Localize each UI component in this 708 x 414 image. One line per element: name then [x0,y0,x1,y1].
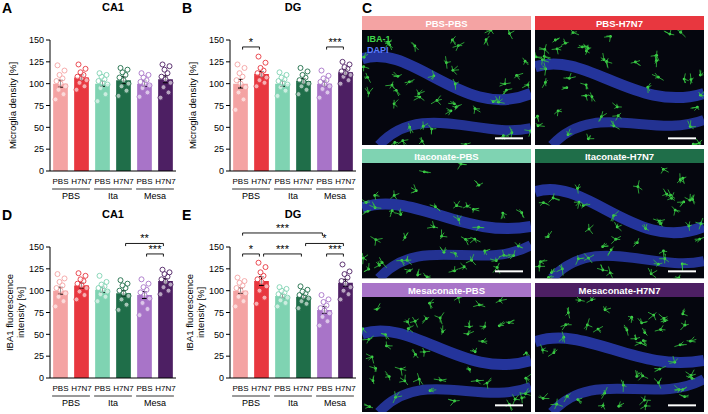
svg-text:PBS: PBS [242,191,260,201]
html-text:CA1: CA1 [102,208,124,220]
svg-text:PBS: PBS [232,177,248,186]
svg-text:H7N7: H7N7 [293,384,314,393]
svg-text:Mesaconate-H7N7: Mesaconate-H7N7 [579,284,661,295]
svg-text:50: 50 [34,123,44,133]
svg-text:75: 75 [214,308,224,318]
svg-text:H7N7: H7N7 [71,177,92,186]
svg-text:0: 0 [39,373,44,383]
svg-text:Ita: Ita [108,398,118,408]
svg-text:25: 25 [214,351,224,361]
svg-text:H7N7: H7N7 [155,177,176,186]
svg-text:DAPI: DAPI [367,45,389,55]
svg-text:H7N7: H7N7 [71,384,92,393]
svg-text:PBS: PBS [94,384,110,393]
svg-text:125: 125 [29,57,44,67]
svg-text:125: 125 [209,57,224,67]
svg-text:Mesa: Mesa [324,191,346,201]
svg-text:50: 50 [214,330,224,340]
svg-text:25: 25 [34,144,44,154]
svg-text:50: 50 [34,330,44,340]
html-text:DG: DG [284,208,302,220]
svg-text:H7N7: H7N7 [155,384,176,393]
svg-text:H7N7: H7N7 [335,384,356,393]
svg-text:PBS: PBS [52,384,68,393]
svg-text:125: 125 [29,264,44,274]
svg-text:H7N7: H7N7 [293,177,314,186]
svg-text:PBS: PBS [52,177,68,186]
svg-text:0: 0 [219,373,224,383]
svg-text:H7N7: H7N7 [113,384,134,393]
svg-text:100: 100 [29,286,44,296]
svg-text:IBA-1: IBA-1 [367,34,391,44]
html-text:DG: DG [284,1,302,13]
svg-text:Ita: Ita [288,191,298,201]
html-text:E: E [182,207,192,223]
svg-text:100: 100 [209,79,224,89]
svg-text:150: 150 [29,242,44,252]
svg-text:PBS: PBS [232,384,248,393]
svg-text:IBA1 fluorescenceintensity [%]: IBA1 fluorescenceintensity [%] [4,274,26,351]
html-text:CA1: CA1 [102,1,124,13]
svg-text:***: *** [276,222,290,234]
svg-text:75: 75 [214,101,224,111]
svg-text:Mesaconate-PBS: Mesaconate-PBS [408,284,485,295]
svg-text:H7N7: H7N7 [251,384,272,393]
svg-text:125: 125 [209,264,224,274]
svg-text:PBS: PBS [136,177,152,186]
svg-text:75: 75 [34,308,44,318]
svg-text:*: * [322,232,327,244]
svg-text:Itaconate-PBS: Itaconate-PBS [414,151,478,162]
svg-text:***: *** [276,243,290,255]
svg-text:**: ** [140,232,149,244]
svg-text:Microglia density [%]: Microglia density [%] [7,62,18,149]
svg-text:H7N7: H7N7 [113,177,134,186]
svg-text:PBS: PBS [62,191,80,201]
svg-text:H7N7: H7N7 [335,177,356,186]
svg-text:150: 150 [29,35,44,45]
svg-text:***: *** [149,243,163,255]
svg-text:0: 0 [219,166,224,176]
svg-text:Ita: Ita [108,191,118,201]
svg-text:Mesa: Mesa [324,398,346,408]
svg-text:150: 150 [209,242,224,252]
svg-text:IBA1 fluorescenceintensity [%]: IBA1 fluorescenceintensity [%] [184,274,206,351]
svg-text:PBS-H7N7: PBS-H7N7 [596,18,643,29]
svg-text:PBS-PBS: PBS-PBS [425,18,467,29]
svg-text:PBS: PBS [316,177,332,186]
svg-text:***: *** [329,36,343,48]
svg-text:0: 0 [39,166,44,176]
svg-text:Microglia density [%]: Microglia density [%] [187,62,198,149]
svg-text:PBS: PBS [316,384,332,393]
svg-text:PBS: PBS [274,384,290,393]
svg-text:Itaconate-H7N7: Itaconate-H7N7 [585,151,654,162]
svg-text:PBS: PBS [242,398,260,408]
html-text:D: D [2,207,13,223]
svg-text:*: * [249,36,254,48]
svg-text:PBS: PBS [94,177,110,186]
svg-text:100: 100 [29,79,44,89]
html-text:B: B [182,0,193,16]
svg-text:150: 150 [209,35,224,45]
svg-text:25: 25 [34,351,44,361]
svg-text:Mesa: Mesa [144,191,166,201]
html-text:A: A [2,0,13,16]
svg-text:PBS: PBS [136,384,152,393]
html-text:C: C [362,0,373,16]
svg-text:Mesa: Mesa [144,398,166,408]
svg-text:***: *** [329,243,343,255]
svg-text:PBS: PBS [62,398,80,408]
svg-text:25: 25 [214,144,224,154]
svg-text:PBS: PBS [274,177,290,186]
svg-text:75: 75 [34,101,44,111]
svg-text:H7N7: H7N7 [251,177,272,186]
svg-text:50: 50 [214,123,224,133]
svg-text:Ita: Ita [288,398,298,408]
svg-text:*: * [249,243,254,255]
svg-text:100: 100 [209,286,224,296]
